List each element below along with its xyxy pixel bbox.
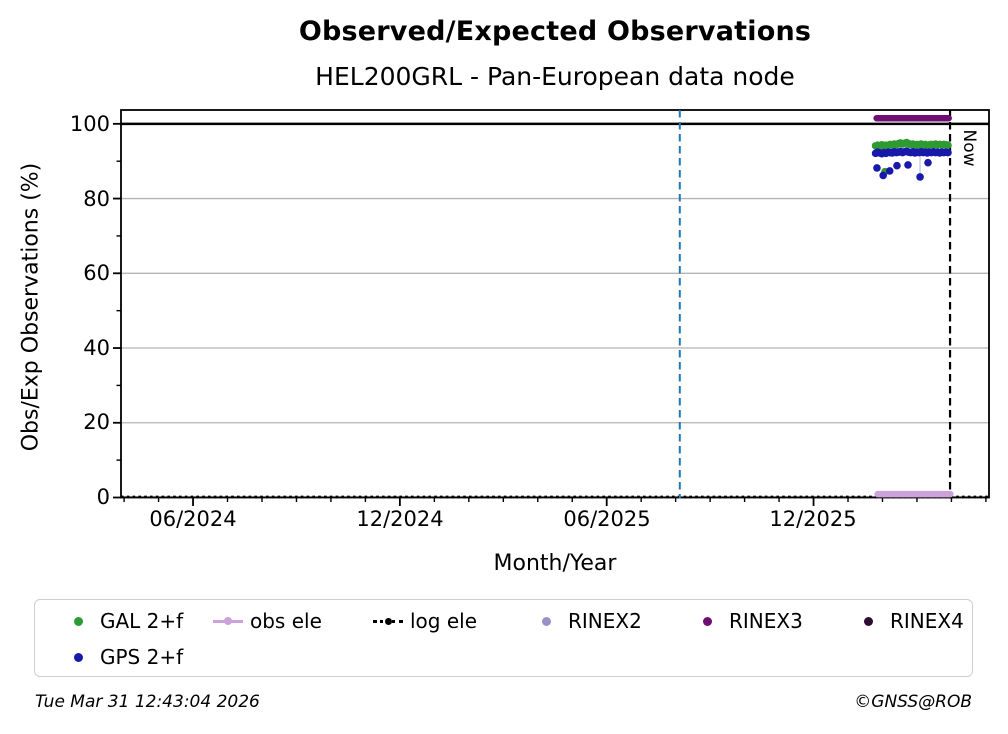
- axes-frame: [120, 109, 990, 499]
- chart-title: Observed/Expected Observations: [298, 16, 812, 47]
- point-GAL-2+f: [944, 141, 952, 149]
- legend-item-rinex2: RINEX2: [531, 607, 642, 635]
- legend-item-obs-ele: obs ele: [213, 607, 322, 635]
- x-tick-label-062024: 06/2024: [149, 507, 237, 531]
- x-tick-label-122025: 12/2025: [769, 507, 857, 531]
- legend-item-log-ele: log ele: [373, 607, 477, 635]
- chart-subtitle: HEL200GRL - Pan-European data node: [315, 62, 795, 91]
- y-tick-label-0: 0: [96, 485, 110, 509]
- point-GPS-2+f: [924, 158, 932, 167]
- point-GPS-2+f: [873, 164, 881, 172]
- y-tick-label-40: 40: [83, 336, 110, 360]
- legend-item-rinex4: RINEX4: [853, 607, 964, 635]
- point-GPS-2+f: [916, 173, 924, 181]
- legend-label: RINEX4: [890, 609, 964, 633]
- gps-dot-icon: [63, 649, 93, 665]
- rinex3-dot-icon: [692, 613, 722, 629]
- point-GPS-2+f: [944, 148, 952, 157]
- point-GPS-2+f: [879, 171, 887, 180]
- obs-ele-line-icon: [213, 613, 243, 629]
- legend: GAL 2+f GPS 2+f obs ele log ele RINEX2 R…: [34, 599, 973, 677]
- now-annotation: Now: [959, 129, 979, 167]
- rinex2-dot-icon: [531, 613, 561, 629]
- timestamp: Tue Mar 31 12:43:04 2026: [35, 692, 260, 712]
- copyright: ©GNSS@ROB: [854, 692, 972, 712]
- legend-label: RINEX2: [568, 609, 642, 633]
- log-ele-dotted-icon: [373, 613, 403, 629]
- x-tick-label-122024: 12/2024: [356, 507, 444, 531]
- y-tick-label-20: 20: [83, 410, 110, 434]
- gal-dot-icon: [63, 613, 93, 629]
- legend-label: obs ele: [250, 609, 322, 633]
- point-GPS-2+f: [885, 167, 894, 175]
- y-tick-label-100: 100: [69, 112, 110, 136]
- legend-label: GPS 2+f: [100, 645, 184, 669]
- rinex4-dot-icon: [853, 613, 883, 629]
- y-tick-label-80: 80: [83, 187, 110, 211]
- x-axis-label: Month/Year: [493, 551, 617, 576]
- legend-label: log ele: [410, 609, 478, 633]
- legend-item-rinex3: RINEX3: [692, 607, 803, 635]
- legend-label: RINEX3: [729, 609, 803, 633]
- legend-item-gps: GPS 2+f: [63, 643, 183, 671]
- point-GPS-2+f: [893, 161, 901, 170]
- x-tick-label-062025: 06/2025: [563, 507, 651, 531]
- legend-item-gal: GAL 2+f: [63, 607, 183, 635]
- legend-label: GAL 2+f: [100, 609, 184, 633]
- y-tick-label-60: 60: [83, 261, 110, 285]
- point-GPS-2+f: [904, 161, 912, 169]
